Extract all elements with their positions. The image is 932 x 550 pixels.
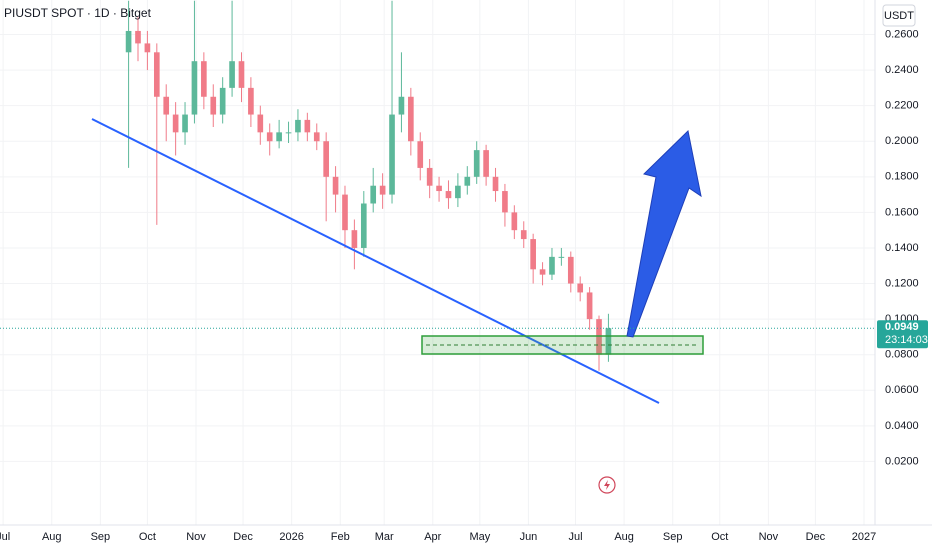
candle-body [276,132,282,142]
candle-body [530,239,536,270]
candle-body [313,132,320,142]
candle-body [182,114,188,133]
candle-body [285,132,292,134]
y-tick-label: 0.0400 [885,420,919,432]
last-price-box [877,320,928,349]
candle-body [398,96,405,115]
x-tick-label: Oct [711,531,728,543]
candle-body [567,256,574,284]
candle-body [266,132,273,142]
candle-body [210,96,217,115]
y-tick-label: 0.1800 [885,171,919,183]
event-icon-bolt [604,480,610,490]
x-tick-label: Sep [91,531,111,543]
last-price-label: 0.0949 [885,321,919,333]
candle-body [520,230,527,240]
candle-body [219,87,226,115]
x-tick-label: 2026 [279,531,303,543]
trend-line [91,118,660,404]
candle-body [577,283,584,293]
chart-title: PIUSDT SPOT · 1D · Bitget [4,6,152,20]
x-tick-label: Dec [806,531,826,543]
x-tick-label: May [469,531,490,543]
candle-body [417,141,424,168]
y-tick-label: 0.1600 [885,206,919,218]
candle-body [351,230,358,248]
grid [0,0,875,525]
x-tick-label: 2027 [852,531,876,543]
y-tick-label: 0.0800 [885,349,919,361]
candle-body [125,30,132,53]
candle-body [229,61,235,88]
candle-body [464,176,471,186]
candle-body [144,43,151,53]
candle-body [370,185,377,204]
y-tick-label: 0.1200 [885,277,919,289]
candle-body [586,292,593,320]
x-tick-label: Jun [520,531,538,543]
countdown-label: 23:14:03 [885,334,928,346]
candle-body [135,30,141,44]
candle-body [492,176,499,192]
x-tick-label: Jul [0,531,10,543]
candle-body [360,203,367,248]
x-tick-label: Sep [663,531,683,543]
candle-body [436,185,442,192]
currency-box[interactable] [882,4,916,27]
y-tick-label: 0.2400 [885,64,919,76]
candle-body [304,119,311,133]
x-tick-label: Aug [614,531,634,543]
y-tick-label: 0.0600 [885,384,919,396]
candle-body [342,194,348,231]
candle-body [483,150,489,177]
x-tick-label: Feb [331,531,350,543]
candle-body [408,96,414,142]
x-tick-label: Aug [42,531,62,543]
candle-body [455,185,461,199]
candle-body [473,150,480,177]
candle-body [539,269,546,275]
x-tick-label: Oct [139,531,156,543]
candle-body [605,328,612,355]
candle-body [172,114,179,133]
x-tick-label: Mar [375,531,394,543]
y-tick-label: 0.1400 [885,242,919,254]
candle-body [248,87,254,115]
candle-body [445,191,452,199]
x-tick-label: Apr [424,531,441,543]
candle-body [389,114,395,195]
candles [125,0,612,371]
candle-body [379,185,386,195]
candle-body [191,61,198,115]
candle-body [201,61,207,97]
candle-body [163,96,170,115]
y-tick-label: 0.2200 [885,100,919,112]
x-tick-label: Nov [759,531,779,543]
candle-body [323,141,329,177]
x-tick-label: Nov [186,531,206,543]
candle-body [502,191,508,213]
y-tick-label: 0.0200 [885,455,919,467]
candle-body [332,176,339,195]
y-tick-label: 0.2000 [885,135,919,147]
target-arrow [626,129,702,338]
currency-label: USDT [884,10,914,22]
candle-body [238,61,245,88]
candle-body [549,256,555,275]
candle-body [153,52,160,97]
y-tick-label: 0.2600 [885,28,919,40]
x-tick-label: Dec [233,531,253,543]
candle-body [558,256,565,258]
x-tick-label: Jul [568,531,582,543]
axes: 0.02000.04000.06000.08000.10000.12000.14… [0,28,928,543]
candle-body [295,119,301,133]
candle-body [511,212,518,231]
candle-body [257,114,264,133]
candle-body [596,319,602,355]
candle-body [426,167,433,186]
